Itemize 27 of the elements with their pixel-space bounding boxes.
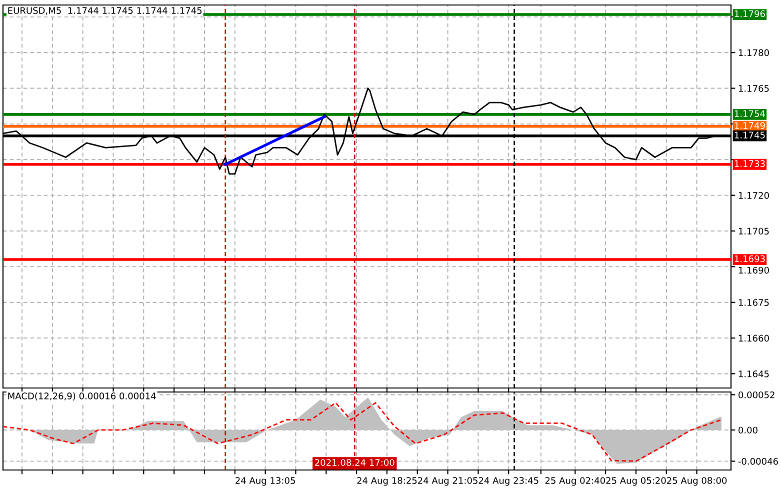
ref-line-label: 1.1796 — [734, 10, 765, 18]
ref-line-label: 1.1745 — [734, 132, 765, 138]
chart-title: MACD(12,26,9) 0.00016 0.00014 — [8, 392, 156, 400]
ref-line-label: 1.1754 — [734, 110, 765, 118]
y-tick-label: 1.1765 — [738, 84, 769, 92]
y-tick-label: 0.00 — [738, 426, 758, 434]
y-tick-label: 1.1660 — [738, 334, 769, 342]
y-tick-label: 1.1690 — [738, 266, 769, 274]
y-tick-label: 0.00052 — [738, 391, 774, 398]
y-tick-label: 1.1705 — [738, 228, 769, 235]
ref-line-label: 1.1749 — [734, 122, 765, 129]
y-tick-label: 1.1720 — [738, 192, 769, 199]
y-tick-label: 1.1645 — [738, 370, 769, 378]
chart-title: EURUSD,M5 1.1744 1.1745 1.1744 1.1745 — [8, 7, 202, 15]
x-tick-label: 25 Aug 02:40 — [545, 477, 605, 486]
ref-line-label: 2021.08.24 17:00 — [315, 459, 394, 466]
x-tick-label: 24 Aug 13:05 — [236, 477, 295, 486]
x-tick-label: 25 Aug 05:20 — [606, 477, 666, 486]
y-tick-label: -0.00046 — [738, 458, 778, 465]
ref-line-label: 1.1693 — [734, 255, 765, 262]
ref-line-label: 1.1733 — [734, 160, 765, 168]
x-tick-label: 24 Aug 21:05 — [418, 477, 478, 486]
y-tick-label: 1.1675 — [738, 299, 769, 306]
x-tick-label: 25 Aug 08:00 — [667, 477, 727, 486]
y-tick-label: 1.1780 — [738, 49, 769, 56]
x-tick-label: 24 Aug 23:45 — [478, 477, 538, 486]
x-tick-label: 24 Aug 18:25 — [357, 477, 417, 486]
